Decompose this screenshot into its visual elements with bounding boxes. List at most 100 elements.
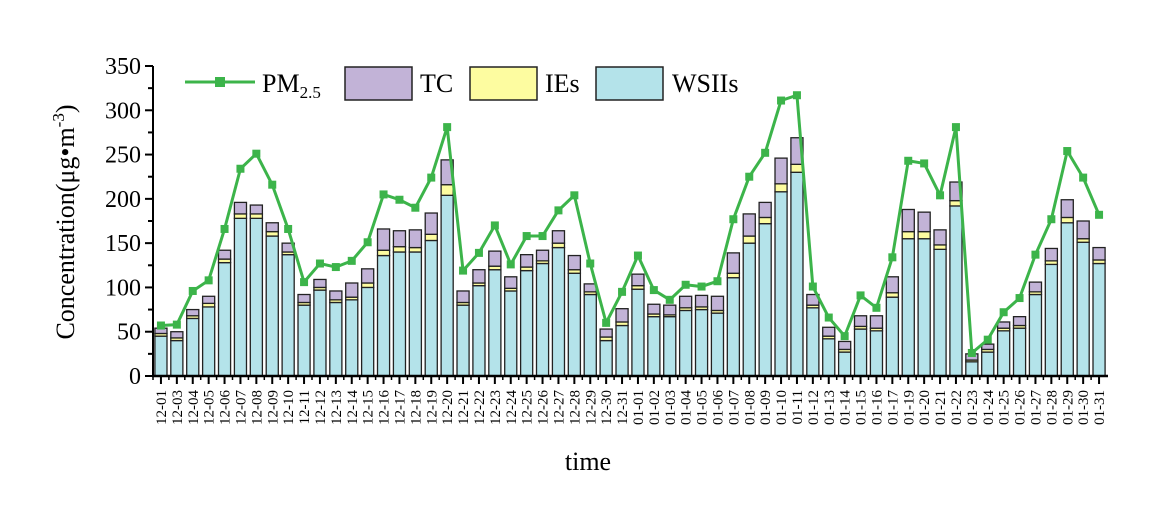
bar-tc-12-18 [408,229,423,249]
bar-tc-01-01 [631,273,645,287]
y-tick-label: 150 [105,231,141,257]
x-tick-label-01-30: 01-30 [1076,390,1092,425]
bar-wsiis-01-25 [996,330,1011,377]
bar-tc-01-30 [1076,220,1090,240]
bar-ies-01-11 [790,163,804,173]
pm25-point-01-21 [936,191,945,200]
bar-tc-01-20 [917,211,931,233]
pm25-point-01-26 [1015,294,1024,303]
x-tick-label-01-27: 01-27 [1028,390,1044,425]
pm25-point-01-09 [761,148,770,157]
pm25-point-01-04 [681,280,690,289]
x-tick-label-12-15: 12-15 [361,390,377,425]
bar-wsiis-12-07 [233,217,248,377]
pm25-point-12-05 [204,276,213,285]
y-tick-label: 250 [105,143,141,169]
bar-ies-12-16 [376,249,391,257]
bar-wsiis-12-17 [392,251,407,377]
bar-wsiis-01-13 [822,338,836,377]
bar-wsiis-12-18 [408,251,423,377]
bar-tc-12-06 [217,249,232,260]
bar-tc-12-15 [360,268,375,284]
x-tick-label-01-22: 01-22 [949,390,965,425]
bar-tc-12-25 [519,254,534,268]
x-tick-label-12-09: 12-09 [265,390,281,425]
legend-pm25-label: PM [262,69,300,98]
bar-tc-12-05 [201,295,216,305]
x-tick-label-01-29: 01-29 [1060,390,1076,425]
x-tick-label-12-18: 12-18 [408,390,424,425]
bar-ies-12-07 [233,213,248,219]
pm25-point-01-02 [649,286,658,295]
bar-wsiis-12-05 [201,306,216,377]
y-axis-title-main: Concentration(μg•m [51,127,80,339]
pm25-point-12-23 [490,221,499,230]
pm25-point-12-08 [252,149,261,158]
pm25-point-12-22 [474,248,483,257]
bar-wsiis-01-10 [774,191,788,377]
x-tick-label-01-31: 01-31 [1092,390,1108,425]
pm25-point-12-11 [300,278,309,287]
x-tick-label-01-09: 01-09 [758,390,774,425]
x-tick-label-12-21: 12-21 [456,390,472,425]
pm25-point-01-28 [1047,215,1056,224]
bar-tc-12-09 [265,222,279,233]
x-tick-label-01-03: 01-03 [663,390,679,425]
bar-wsiis-01-29 [1060,222,1074,377]
bar-ies-01-10 [774,183,788,193]
x-tick-label-12-27: 12-27 [551,390,567,425]
legend-item-pm25: PM2.5 [185,69,321,102]
bar-tc-01-14 [837,340,852,351]
bar-wsiis-12-04 [186,317,200,377]
bar-wsiis-12-25 [519,269,534,377]
pm25-point-12-01 [156,321,165,330]
bar-wsiis-01-11 [790,171,804,377]
pm25-point-01-20 [920,159,929,168]
pm25-point-12-27 [554,206,563,215]
bar-wsiis-12-28 [567,272,582,377]
bar-ies-12-27 [551,242,566,249]
bar-ies-12-17 [392,246,407,253]
x-tick-label-01-02: 01-02 [647,390,663,425]
x-tick-label-01-15: 01-15 [854,390,870,425]
x-tick-label-12-16: 12-16 [377,390,393,425]
bar-wsiis-01-23 [965,361,979,377]
bar-tc-12-13 [329,290,343,301]
pm25-point-12-09 [268,180,277,189]
bar-ies-01-07 [726,272,741,279]
bar-wsiis-12-13 [329,301,343,377]
y-tick-labels: 0 50 100 150 200 250 300 350 [105,54,141,390]
bar-tc-12-24 [504,276,518,289]
bar-wsiis-01-06 [710,312,725,377]
bar-wsiis-01-04 [678,309,693,377]
x-tick-label-12-06: 12-06 [218,390,234,425]
pm25-point-01-03 [665,295,674,304]
x-tick-label-01-28: 01-28 [1044,390,1060,425]
x-tick-label-12-25: 12-25 [520,390,536,425]
x-tick-label-01-19: 01-19 [901,390,917,425]
x-tick-label-12-29: 12-29 [583,390,599,425]
bar-ies-12-18 [408,246,423,253]
bar-tc-01-06 [710,295,725,312]
bar-wsiis-01-03 [663,316,677,377]
bar-wsiis-12-03 [170,339,184,377]
x-tick-label-12-13: 12-13 [329,390,345,425]
x-tick-label-12-11: 12-11 [297,390,313,424]
axes [145,65,1108,384]
pm25-point-12-16 [379,190,388,199]
bar-tc-12-03 [170,331,184,339]
x-tick-label-01-17: 01-17 [885,390,901,425]
pm25-point-12-04 [188,286,197,295]
pm25-point-12-17 [395,195,404,204]
legend-ies-label: IEs [545,69,580,98]
bar-wsiis-12-06 [217,261,232,377]
bar-tc-12-27 [551,230,566,244]
bar-wsiis-12-26 [535,262,550,377]
bar-wsiis-01-21 [933,248,947,377]
legend-item-ies: IEs [469,66,580,101]
bar-ies-12-09 [265,230,279,237]
bar-tc-01-08 [742,213,756,237]
pm25-point-12-06 [220,224,229,233]
bar-wsiis-12-12 [313,289,327,377]
bar-wsiis-01-09 [758,223,772,377]
